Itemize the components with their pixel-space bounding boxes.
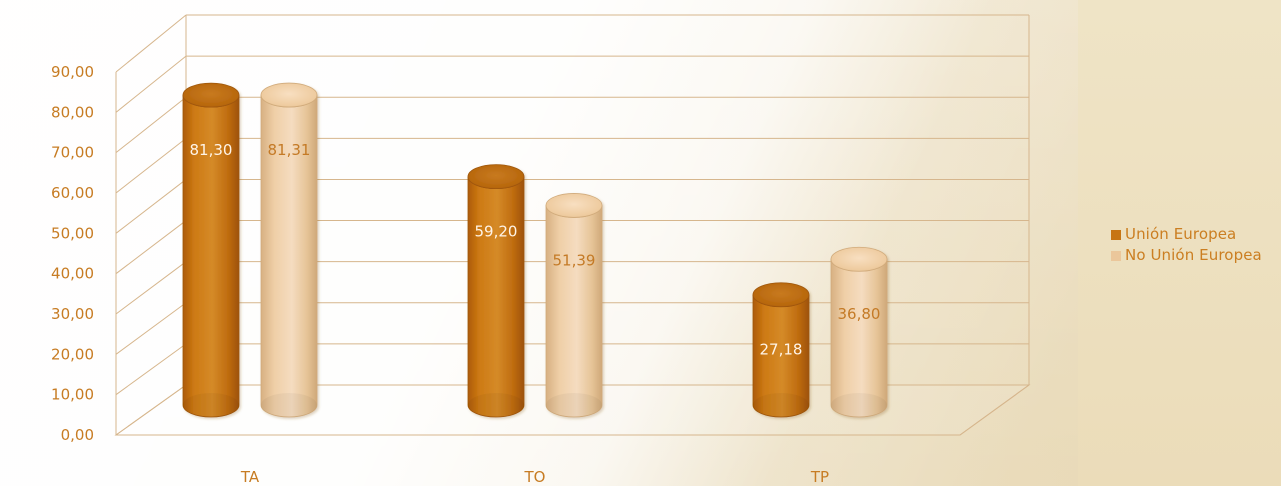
bar-top [545, 193, 603, 218]
legend-swatch-union-europea [1111, 229, 1121, 240]
y-tick-label: 60,00 [51, 184, 94, 202]
grid-diagonal [115, 343, 187, 396]
bar-top [830, 246, 888, 272]
y-tick-label: 20,00 [51, 345, 94, 363]
data-label: 36,80 [838, 305, 881, 323]
bar-uni-n-europea-ta [182, 82, 240, 418]
bar-no-uni-n-europea-ta [260, 82, 318, 418]
x-tick-label: TP [810, 468, 829, 486]
bar-top [182, 82, 240, 108]
bar-no-uni-n-europea-tp [830, 246, 888, 418]
y-tick-label: 10,00 [51, 386, 94, 404]
bar-body [467, 176, 525, 418]
grid-diagonal [115, 220, 187, 275]
bar-base-shadow [753, 393, 809, 417]
bar-uni-n-europea-to [467, 164, 525, 418]
bar-no-uni-n-europea-to [545, 193, 603, 418]
grid-diagonal [115, 384, 187, 436]
grid-diagonal [115, 302, 187, 355]
y-tick-label: 90,00 [51, 63, 94, 81]
grid-diagonal [115, 14, 187, 73]
grid-diagonal [115, 179, 187, 234]
floor-right-edge [959, 384, 1030, 436]
legend-swatch-no-union-europea [1111, 250, 1121, 261]
legend: Unión Europea No Unión Europea [1111, 224, 1262, 266]
grid-diagonal [115, 96, 187, 154]
bar-base-shadow [831, 393, 887, 417]
bar-body [545, 205, 603, 418]
grid-diagonal [115, 137, 187, 194]
bar-top [467, 164, 525, 190]
x-tick-label: TA [240, 468, 260, 486]
legend-panel [1078, 0, 1281, 486]
y-tick-label: 80,00 [51, 103, 94, 121]
legend-label-union-europea: Unión Europea [1125, 225, 1237, 243]
bar-top [260, 82, 318, 108]
y-tick-label: 30,00 [51, 305, 94, 323]
y-tick-label: 50,00 [51, 224, 94, 242]
bar-base-shadow [261, 393, 317, 417]
data-label: 59,20 [475, 223, 518, 241]
y-tick-label: 70,00 [51, 144, 94, 162]
y-tick-label: 40,00 [51, 265, 94, 283]
data-label: 27,18 [760, 341, 803, 359]
bar-base-shadow [183, 393, 239, 417]
legend-label-no-union-europea: No Unión Europea [1125, 246, 1262, 264]
bar-base-shadow [546, 393, 602, 417]
x-tick-label: TO [524, 468, 546, 486]
legend-item-no-union-europea: No Unión Europea [1111, 245, 1262, 266]
bar-base-shadow [468, 393, 524, 417]
data-label: 81,31 [268, 141, 311, 159]
grid-diagonal [115, 261, 187, 315]
bar-uni-n-europea-tp [752, 282, 810, 418]
bar-top [752, 282, 810, 308]
data-label: 51,39 [553, 251, 596, 269]
grid-diagonal [115, 55, 187, 113]
data-label: 81,30 [190, 141, 233, 159]
legend-item-union-europea: Unión Europea [1111, 224, 1262, 245]
y-tick-label: 0,00 [61, 426, 94, 444]
